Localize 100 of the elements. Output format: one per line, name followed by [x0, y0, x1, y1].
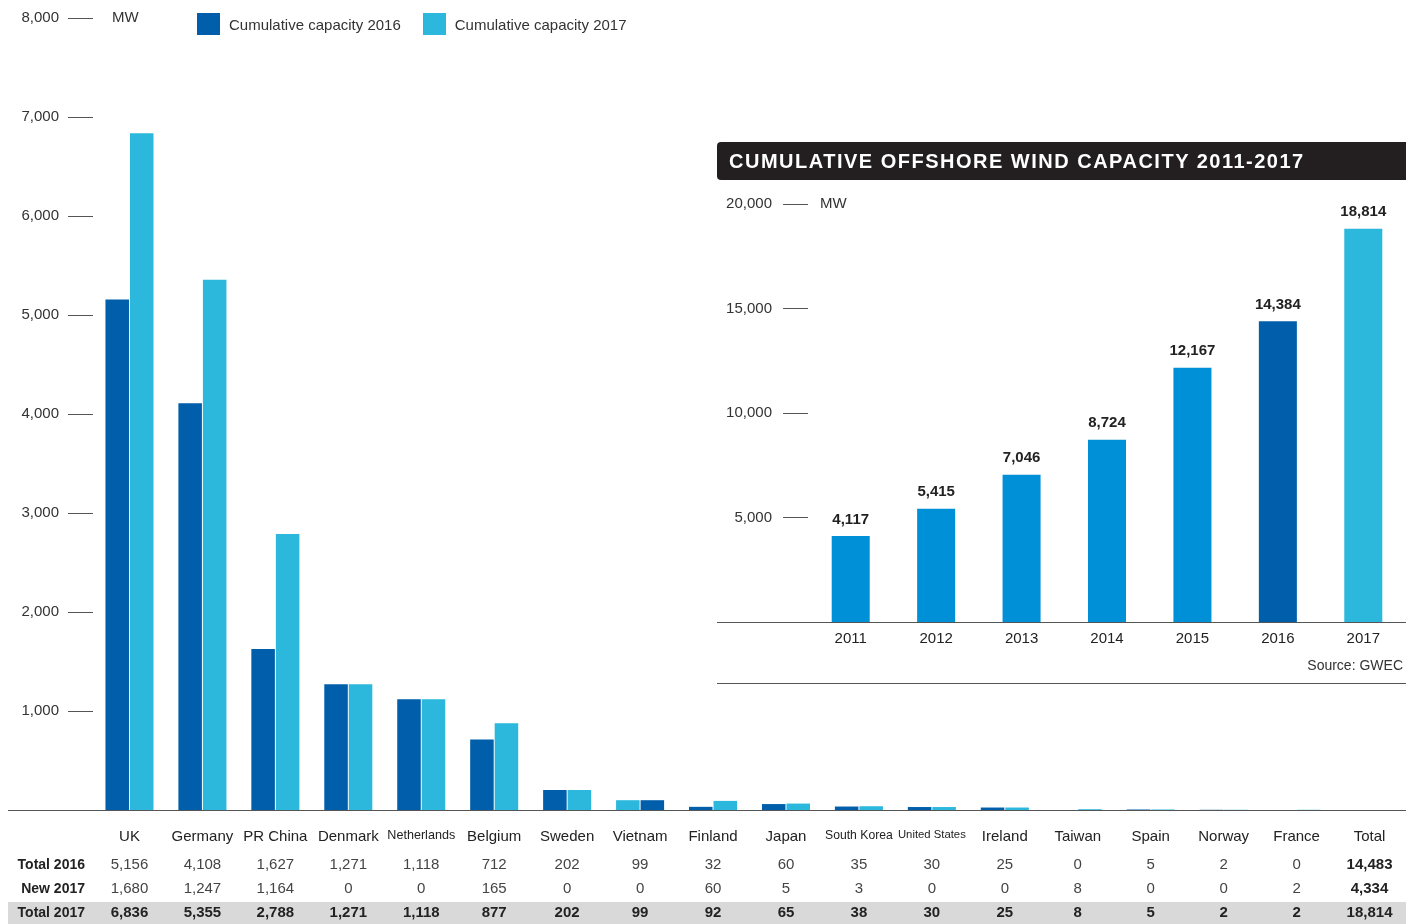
bar: [397, 699, 421, 810]
data-label: 5,415: [917, 482, 955, 500]
bar: [859, 806, 883, 810]
bar: [689, 806, 713, 810]
text: 1,680: [110, 879, 149, 897]
bar: [129, 133, 154, 810]
data-label: 0: [1073, 855, 1082, 873]
x-tick-label: South Korea: [825, 827, 894, 842]
bar: [917, 508, 956, 622]
bar: [1344, 228, 1383, 622]
data-label: 6,836: [110, 903, 149, 921]
data-label: 65: [777, 903, 795, 921]
text: 2: [1292, 879, 1301, 897]
x-tick-label: Norway: [1198, 827, 1250, 845]
x-tick-label: Spain: [1131, 827, 1170, 845]
text: 18,814: [1346, 903, 1393, 921]
data-label: 5,156: [110, 855, 149, 873]
data-label: 60: [777, 855, 795, 873]
bar: [1173, 367, 1212, 622]
text: 1,247: [183, 879, 222, 897]
data-label: 5,355: [183, 903, 222, 921]
data-label: 1,627: [256, 855, 295, 873]
text: 0: [417, 879, 426, 897]
y-tick-label: 5,000: [21, 305, 59, 323]
bar: [1002, 474, 1041, 622]
y-axis-title: MW: [820, 194, 848, 212]
legend-label: Cumulative capacity 2016: [229, 15, 401, 33]
y-tick-label: 1,000: [21, 701, 59, 719]
text: 0: [927, 879, 937, 897]
data-label: 2: [1292, 903, 1301, 921]
x-tick-label: 2014: [1090, 629, 1124, 647]
x-tick-label: 2011: [834, 629, 867, 647]
y-tick-label: 8,000: [21, 8, 59, 26]
bar: [831, 535, 870, 622]
chart-title: CUMULATIVE OFFSHORE WIND CAPACITY 2011-2017: [717, 142, 1406, 180]
bar: [470, 739, 494, 810]
text: 4,334: [1350, 879, 1389, 897]
text: 0: [1219, 879, 1228, 897]
text: 165: [481, 879, 507, 897]
y-tick-label: 5,000: [734, 507, 772, 525]
bar: [907, 807, 932, 810]
data-label: 92: [704, 903, 722, 921]
data-label: 0: [1292, 855, 1301, 873]
bar: [105, 299, 129, 810]
bar: [421, 699, 446, 810]
text: 0: [562, 879, 572, 897]
x-tick-label: PR China: [243, 827, 309, 845]
data-label: 8,724: [1088, 413, 1127, 431]
bar: [713, 800, 738, 810]
x-tick-label: 2012: [919, 629, 953, 647]
y-tick-label: 15,000: [726, 298, 772, 316]
legend-label: Cumulative capacity 2017: [454, 15, 627, 33]
data-label: 7,046: [1002, 448, 1041, 466]
data-label: 4,117: [832, 509, 870, 527]
text: Total 2017: [17, 903, 86, 920]
x-tick-label: 2013: [1004, 629, 1039, 647]
data-label: 202: [554, 855, 580, 873]
x-tick-label: 2016: [1261, 629, 1295, 647]
bar: [348, 684, 373, 810]
y-tick-label: 7,000: [21, 107, 59, 125]
data-label: 38: [850, 903, 868, 921]
x-tick-label: Germany: [171, 827, 234, 845]
data-label: 30: [923, 903, 941, 921]
data-label: 2: [1219, 855, 1228, 873]
data-label: 877: [481, 903, 507, 921]
text: 0: [344, 879, 353, 897]
text: 60: [704, 879, 722, 897]
y-tick-label: 4,000: [21, 404, 59, 422]
data-label: 12,167: [1169, 341, 1216, 359]
y-tick-label: 6,000: [21, 206, 59, 224]
x-tick-label: UK: [119, 827, 140, 845]
x-tick-label: 2015: [1175, 629, 1210, 647]
annotation: Source: GWEC: [1307, 656, 1403, 673]
bar: [275, 533, 300, 810]
data-label: 1,271: [329, 855, 368, 873]
bar: [324, 684, 348, 810]
x-tick-label: Japan: [765, 827, 807, 845]
bar: [251, 648, 275, 810]
data-label: 8: [1073, 903, 1082, 921]
bar: [932, 807, 956, 810]
x-tick-label: Total: [1353, 827, 1386, 845]
x-tick-label: Taiwan: [1054, 827, 1102, 845]
x-tick-label: Sweden: [540, 827, 595, 845]
text: 1,164: [256, 879, 295, 897]
data-label: 5: [1146, 903, 1155, 921]
text: 0: [635, 879, 645, 897]
bar: [1258, 321, 1297, 622]
bar: [543, 790, 567, 810]
y-axis-title: MW: [112, 8, 140, 26]
data-label: 202: [554, 903, 580, 921]
data-label: 1,118: [403, 855, 440, 873]
x-tick-label: Belgium: [467, 827, 522, 845]
x-tick-label: France: [1273, 827, 1320, 845]
bar: [178, 403, 202, 810]
data-label: 2: [1219, 903, 1228, 921]
x-tick-label: Denmark: [317, 827, 380, 845]
x-tick-label: Finland: [688, 827, 738, 845]
text: 3: [854, 879, 864, 897]
data-label: 99: [631, 903, 649, 921]
bar: [567, 790, 592, 810]
